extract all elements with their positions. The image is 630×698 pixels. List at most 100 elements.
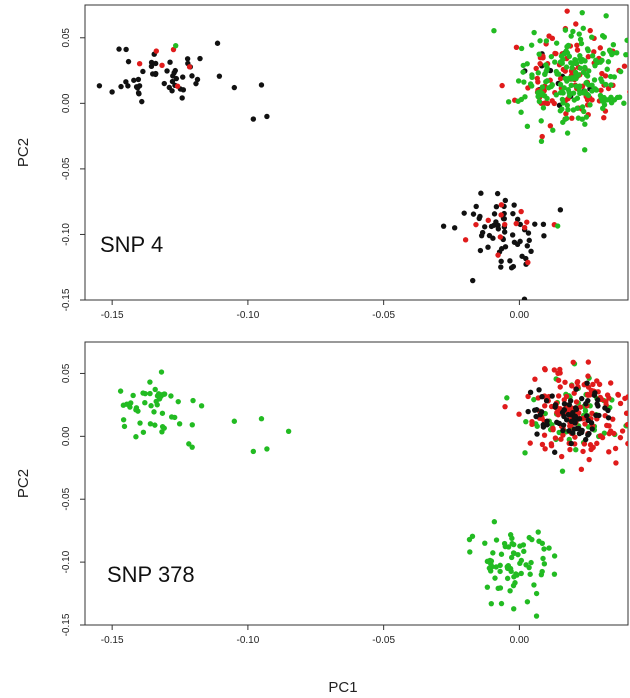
data-point-green (623, 51, 628, 58)
data-point-black (589, 426, 595, 432)
data-point-green (568, 82, 574, 89)
data-point-green (582, 64, 588, 71)
data-point-green (511, 541, 517, 548)
y-tick-label: -0.10 (61, 223, 72, 246)
data-point-black (123, 46, 129, 53)
data-point-black (167, 59, 173, 65)
data-point-black (118, 83, 124, 90)
data-point-green (553, 92, 560, 98)
data-point-green (535, 70, 541, 76)
data-point-green (608, 94, 614, 100)
data-point-black (161, 80, 167, 87)
data-point-red (574, 42, 580, 48)
data-point-green (582, 121, 588, 127)
data-point-black (568, 440, 574, 447)
data-point-black (193, 80, 199, 87)
data-point-black (470, 211, 477, 217)
data-point-green (505, 562, 512, 569)
data-point-green (563, 64, 570, 70)
data-point-green (543, 78, 549, 85)
data-point-green (498, 551, 505, 557)
data-point-black (477, 213, 483, 220)
data-point-green (524, 61, 530, 67)
data-point-black (133, 84, 140, 90)
data-point-black (166, 84, 173, 91)
data-point-red (598, 396, 605, 403)
data-point-black (540, 422, 546, 428)
data-point-green (585, 82, 592, 88)
data-point-green (127, 404, 133, 410)
data-point-green (591, 77, 598, 83)
data-point-green (168, 393, 174, 399)
data-point-green (617, 68, 624, 75)
data-point-green (521, 79, 527, 85)
data-point-black (179, 95, 185, 101)
data-point-black (524, 243, 530, 249)
data-point-green (176, 421, 183, 427)
data-point-red (625, 440, 628, 447)
data-point-red (555, 377, 562, 384)
data-point-green (539, 84, 546, 90)
data-point-green (523, 418, 529, 425)
data-point-red (580, 448, 586, 455)
data-point-green (533, 590, 540, 597)
data-point-green (541, 561, 548, 567)
panel-label: SNP 4 (100, 232, 163, 257)
data-point-black (526, 237, 532, 244)
data-point-green (599, 98, 606, 104)
data-point-green (151, 409, 157, 415)
data-point-black (585, 432, 591, 438)
data-point-green (515, 98, 521, 104)
data-point-red (524, 219, 530, 225)
data-point-red (502, 403, 508, 410)
data-point-black (541, 233, 547, 239)
data-point-black (582, 436, 589, 443)
data-point-black (498, 264, 504, 270)
data-point-green (592, 86, 598, 92)
data-point-red (608, 380, 614, 386)
x-tick-label: 0.00 (510, 635, 530, 646)
data-point-green (489, 564, 495, 570)
data-point-green (509, 535, 515, 542)
data-point-red (574, 378, 581, 385)
data-point-green (576, 31, 582, 37)
y-tick-label: -0.10 (61, 550, 72, 573)
data-point-green (491, 519, 498, 525)
data-point-green (505, 99, 512, 105)
data-point-red (606, 449, 612, 455)
data-point-green (559, 468, 566, 474)
data-point-black (473, 203, 479, 210)
data-point-black (509, 232, 516, 238)
plot-frame (84, 341, 629, 626)
data-point-red (585, 359, 592, 365)
data-point-red (533, 65, 539, 72)
data-point-red (549, 35, 556, 42)
data-point-green (569, 76, 575, 82)
data-point-black (123, 79, 129, 85)
data-point-black (495, 226, 502, 232)
data-point-red (542, 446, 548, 452)
data-point-green (603, 13, 609, 19)
data-point-green (153, 398, 159, 405)
data-point-green (497, 568, 503, 575)
data-point-red (544, 100, 551, 107)
data-point-black (560, 422, 567, 428)
data-point-green (582, 147, 588, 153)
data-point-black (537, 412, 544, 418)
data-point-red (557, 366, 563, 373)
data-point-green (541, 93, 548, 99)
x-tick-label: 0.00 (510, 310, 530, 321)
data-point-black (532, 407, 538, 413)
data-point-green (504, 575, 511, 582)
data-point-black (164, 68, 170, 74)
data-point-red (619, 428, 626, 434)
data-point-red (611, 430, 617, 437)
data-point-black (184, 56, 191, 62)
data-point-red (617, 434, 624, 441)
data-point-green (559, 96, 566, 103)
data-point-green (488, 600, 494, 607)
data-point-black (461, 210, 467, 216)
data-point-green (515, 551, 521, 558)
data-point-red (596, 381, 603, 388)
